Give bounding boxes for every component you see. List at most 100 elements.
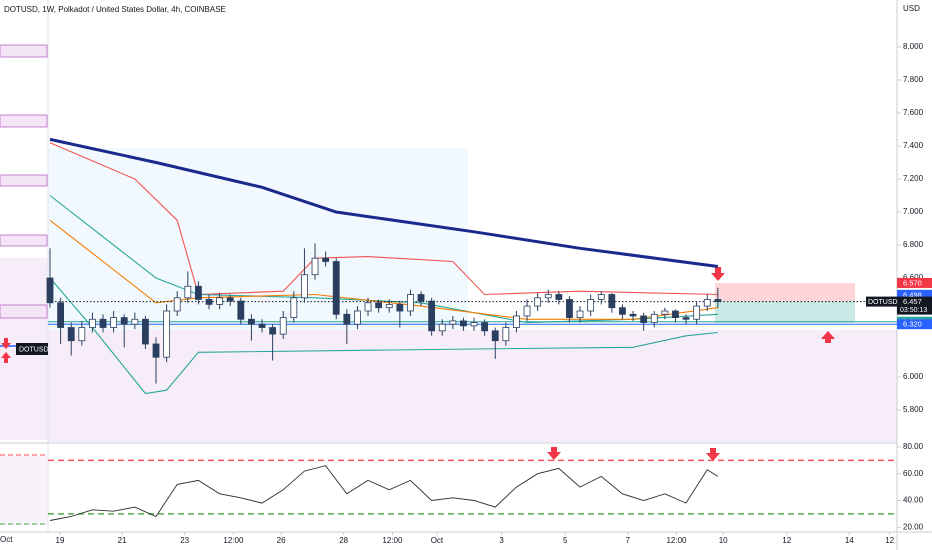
candle-body: [354, 310, 361, 325]
candle-body: [195, 285, 202, 300]
price-tag: [897, 319, 932, 330]
candle-body: [417, 294, 425, 302]
candle-body: [67, 327, 75, 342]
x-tick-label: 12:00: [666, 536, 687, 545]
stop-zone: [715, 283, 855, 301]
target-zone: [715, 301, 855, 323]
y-tick-label: 20.00: [903, 522, 924, 531]
candle-body: [152, 343, 160, 358]
x-tick-label: 28: [339, 536, 348, 545]
rsi-line: [49, 465, 719, 521]
candle-body: [99, 318, 107, 328]
candle-body: [619, 307, 626, 315]
left-date-label: Oct: [0, 535, 13, 544]
zone-shade: [48, 330, 897, 442]
left-zone-box: [0, 114, 48, 128]
candle-body: [89, 318, 96, 328]
symbol-label: DOTUSD: [868, 299, 898, 306]
y-tick-label: 60.00: [903, 469, 924, 478]
candle-body: [375, 302, 383, 309]
candle-body: [184, 285, 192, 299]
y-tick-label: 7.800: [903, 75, 924, 84]
candle-body: [491, 330, 499, 342]
left-zone-box: [0, 44, 48, 58]
sell-signal: [711, 267, 725, 281]
price-tag-label: 6.570: [903, 278, 922, 287]
indicator-line: [49, 219, 718, 320]
candle-body: [258, 323, 266, 328]
x-tick-label: 26: [277, 536, 286, 545]
candle-body: [216, 297, 224, 305]
price-tag: [897, 277, 932, 288]
candle-body: [566, 299, 573, 319]
y-tick-label: 7.000: [903, 207, 924, 216]
last-price-label: 6.457: [903, 297, 922, 306]
last-price-tag: [897, 296, 932, 315]
x-tick-label: 21: [118, 536, 127, 545]
price-tag-label: 6.498: [903, 290, 922, 299]
candle-body: [78, 327, 86, 342]
candle-body: [120, 317, 128, 325]
candle-body: [269, 327, 277, 335]
candle-body: [332, 261, 340, 315]
candle-body: [470, 322, 478, 327]
buy-signal: [821, 331, 835, 343]
candle-body: [407, 294, 414, 312]
candle-body: [131, 318, 139, 325]
candle-body: [693, 305, 701, 320]
y-tick-label: 6.800: [903, 240, 924, 249]
candle-body: [205, 299, 213, 305]
left-zone-box: [0, 174, 48, 187]
candle-body: [438, 323, 446, 332]
currency-label: USD: [903, 4, 920, 13]
x-tick-label: 12:00: [223, 536, 244, 545]
x-tick-label: 5: [563, 536, 568, 545]
left-rsi-shade: [0, 455, 48, 525]
rsi-sell-signal: [706, 448, 720, 461]
candle-body: [57, 302, 65, 328]
x-tick-label: 7: [626, 536, 631, 545]
x-tick-label: 12: [885, 536, 894, 545]
candle-body: [576, 310, 584, 319]
indicator-line: [49, 277, 718, 395]
symbol-tag: [866, 296, 897, 307]
x-tick-label: 23: [180, 536, 189, 545]
y-tick-label: 40.00: [903, 496, 924, 505]
candle-body: [173, 297, 181, 312]
y-tick-label: 8.000: [903, 42, 924, 51]
candle-body: [608, 294, 616, 309]
candle-body: [364, 302, 372, 312]
candle-body: [279, 317, 287, 335]
candle-body: [343, 313, 351, 325]
y-tick-label: 5.800: [903, 405, 924, 414]
left-symbol: DOTUSD: [19, 346, 49, 353]
price-tag-label: 6.320: [903, 320, 922, 329]
indicator-line: [49, 195, 718, 324]
countdown: 03:50:13: [900, 307, 927, 314]
y-tick-label: 7.600: [903, 108, 924, 117]
x-tick-label: 12: [782, 536, 791, 545]
x-tick-label: 14: [845, 536, 854, 545]
candle-body: [396, 304, 404, 312]
x-tick-label: 12:00: [382, 536, 403, 545]
left-zone-box: [0, 304, 48, 319]
candle-body: [311, 257, 319, 276]
chart-header: DOTUSD, 1W, Polkadot / United States Dol…: [4, 5, 226, 14]
candle-body: [640, 315, 648, 323]
price-tag: [897, 289, 932, 300]
x-tick-label: Oct: [431, 536, 444, 545]
indicator-line: [49, 137, 719, 268]
candle-body: [650, 313, 658, 323]
x-tick-label: 10: [719, 536, 728, 545]
rsi-sell-signal: [547, 447, 561, 460]
candle-body: [703, 299, 711, 307]
candle-body: [428, 300, 436, 332]
candle-body: [672, 310, 679, 319]
candle-body: [523, 305, 531, 317]
candle-body: [629, 313, 637, 317]
candle-body: [661, 310, 669, 315]
candle-body: [46, 277, 54, 304]
x-tick-label: 19: [56, 536, 65, 545]
candle-body: [534, 297, 542, 307]
candle-body: [449, 320, 457, 325]
